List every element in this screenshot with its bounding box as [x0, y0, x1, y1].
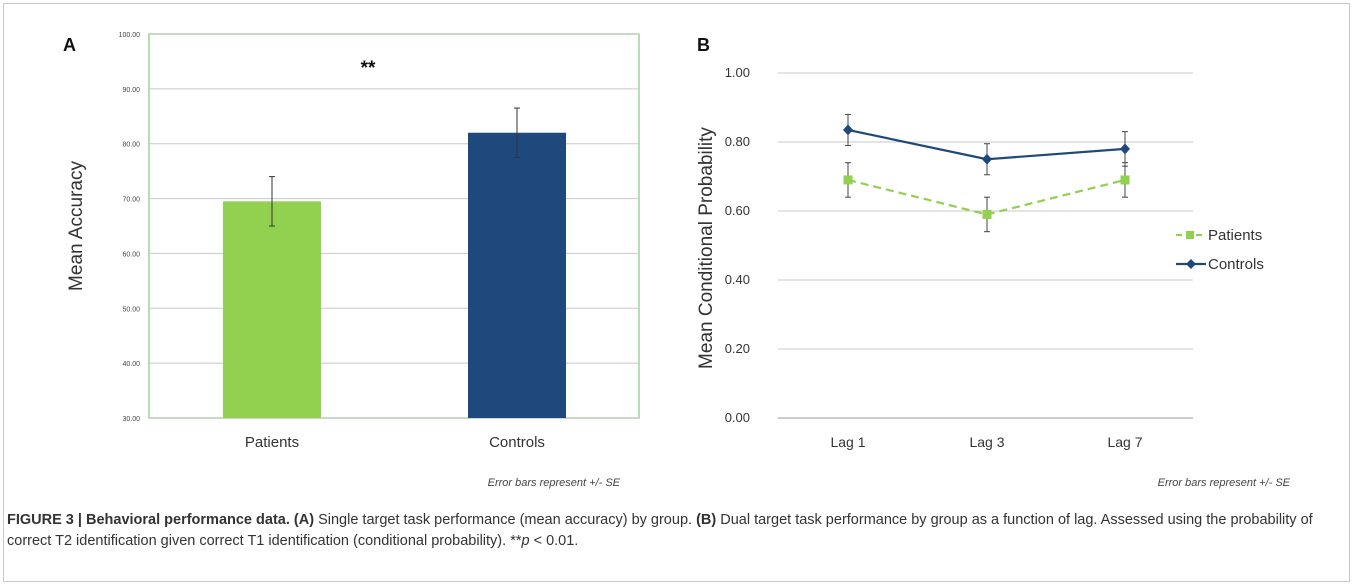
panel-a-error-bars	[269, 107, 520, 227]
panel-a-y-ticks: 30.00 40.00 50.00 60.00 70.00 80.00 90.00 100.0…	[119, 32, 141, 423]
error-bar-controls	[514, 107, 520, 158]
panel-a-bars	[223, 132, 566, 418]
x-tick-label-lag-7: Lag 7	[1107, 434, 1142, 450]
legend-marker-controls	[1186, 259, 1196, 269]
panel-b-error-note: Error bars represent +/- SE	[1158, 477, 1291, 489]
significance-annotation: **	[361, 58, 376, 79]
point-patients-3	[1120, 175, 1130, 185]
legend-item-patients: Patients	[1176, 227, 1262, 244]
panel-a-y-tick-label: 100.00	[119, 32, 141, 39]
series-controls	[843, 113, 1130, 176]
legend-marker-patients	[1186, 231, 1194, 239]
figure-frame	[3, 3, 1350, 582]
caption-a-ref: (A)	[293, 512, 315, 528]
figure-caption: FIGURE 3 | Behavioral performance data. …	[7, 510, 1342, 552]
panel-b-x-ticks: Lag 1 Lag 3 Lag 7	[830, 434, 1142, 450]
x-tick-label-controls: Controls	[489, 434, 545, 451]
x-tick-label-lag-3: Lag 3	[969, 434, 1004, 450]
panel-b-y-tick-label: 1.00	[725, 65, 750, 80]
point-patients-1	[843, 175, 853, 185]
panel-b-series	[843, 113, 1130, 233]
panel-b-gridlines	[778, 72, 1193, 419]
bar-controls	[468, 132, 566, 418]
panel-b-y-tick-label: 0.80	[725, 134, 750, 149]
point-controls-1	[843, 124, 853, 136]
panel-a-error-note: Error bars represent +/- SE	[488, 477, 621, 489]
panel-a-y-tick-label: 40.00	[122, 361, 140, 368]
caption-a-text: Single target task performance (mean acc…	[314, 512, 697, 528]
legend-label-controls: Controls	[1208, 256, 1264, 273]
caption-figure-label: FIGURE 3 | Behavioral performance data.	[7, 512, 290, 528]
caption-b-text: Dual target task performance by group as…	[7, 512, 1313, 549]
point-controls-2	[982, 153, 992, 165]
panel-b-label: B	[697, 35, 710, 55]
caption-p-symbol: p	[521, 533, 530, 549]
panel-a-y-tick-label: 70.00	[122, 197, 140, 204]
panel-a: A 30.00 40.00 50.00 60.00 70.00 80.00 90.00 100…	[63, 32, 640, 489]
x-tick-label-patients: Patients	[245, 434, 299, 451]
legend-label-patients: Patients	[1208, 227, 1262, 244]
panel-b-y-tick-label: 0.60	[725, 203, 750, 218]
panel-a-y-tick-label: 50.00	[122, 306, 140, 313]
panel-a-x-ticks: Patients Controls	[245, 434, 545, 451]
panel-b-y-tick-label: 0.20	[725, 341, 750, 356]
panel-b-y-tick-label: 0.00	[725, 410, 750, 425]
panel-a-y-tick-label: 80.00	[122, 142, 140, 149]
panel-a-y-axis-label: Mean Accuracy	[66, 161, 87, 291]
point-controls-3	[1120, 143, 1130, 155]
legend-item-controls: Controls	[1176, 256, 1264, 273]
panel-a-label: A	[63, 35, 76, 55]
caption-p-rest: < 0.01.	[529, 533, 579, 549]
panel-a-y-tick-label: 90.00	[122, 87, 140, 94]
series-patients	[843, 162, 1130, 233]
error-bar-patients	[269, 176, 275, 227]
chart-canvas: A 30.00 40.00 50.00 60.00 70.00 80.00 90.00 100…	[63, 32, 1291, 489]
panel-b: B 0.000.200.400.600.801.00 Lag 1 Lag 3 Lag…	[696, 35, 1291, 489]
panel-b-y-axis-label: Mean Conditional Probability	[696, 127, 717, 369]
x-tick-label-lag-1: Lag 1	[830, 434, 865, 450]
caption-b-ref: (B)	[696, 512, 717, 528]
panel-a-y-tick-label: 30.00	[122, 416, 140, 423]
panel-b-y-ticks: 0.00 0.20 0.40 0.60 0.80 1.00	[725, 65, 750, 425]
point-patients-2	[982, 209, 992, 219]
panel-a-y-tick-label: 60.00	[122, 251, 140, 258]
panel-b-legend: Patients Controls	[1176, 227, 1264, 273]
bar-patients	[223, 201, 321, 418]
panel-b-y-tick-label: 0.40	[725, 272, 750, 287]
